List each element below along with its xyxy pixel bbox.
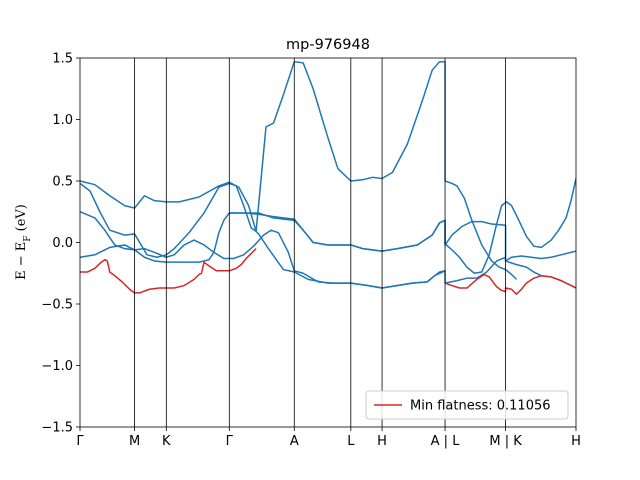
y-axis-label: E − EF (eV): [14, 204, 33, 280]
legend-label: Min flatness: 0.11056: [410, 399, 551, 414]
x-tick-label-2: K: [162, 434, 171, 449]
y-tick-label-1: −1.0: [41, 359, 73, 374]
band-line-0: [80, 60, 518, 280]
x-tick-label-8: M | K: [489, 434, 522, 449]
band-line-2: [80, 211, 446, 289]
band-line-3: [80, 212, 576, 263]
band-line-1: [80, 182, 576, 289]
x-tick-label-9: H: [571, 434, 581, 449]
x-tick-label-6: H: [377, 434, 387, 449]
band-line-4: [229, 178, 576, 274]
chart-title: mp-976948: [286, 37, 370, 53]
y-tick-label-2: −0.5: [41, 298, 73, 313]
y-tick-label-3: 0.0: [52, 236, 73, 251]
x-tick-label-4: A: [290, 434, 299, 449]
x-tick-label-7: A | L: [431, 434, 461, 449]
x-tick-label-5: L: [347, 434, 355, 449]
y-tick-label-0: −1.5: [41, 421, 73, 436]
x-tick-label-0: Γ: [76, 434, 84, 449]
y-tick-label-4: 0.5: [52, 175, 73, 190]
y-tick-label-5: 1.0: [52, 113, 73, 128]
x-tick-label-3: Γ: [226, 434, 234, 449]
plot-area: Γ M K Γ A L H A | L M | K H −1.5 −1.0 −0.5 0.0 0.5 1.0 1…: [41, 52, 580, 450]
axes-frame: [79, 57, 577, 428]
x-tick-label-1: M: [129, 434, 140, 449]
legend-box: [365, 390, 569, 420]
min-flatness-band-6: [444, 273, 576, 295]
y-tick-label-6: 1.5: [52, 52, 73, 67]
